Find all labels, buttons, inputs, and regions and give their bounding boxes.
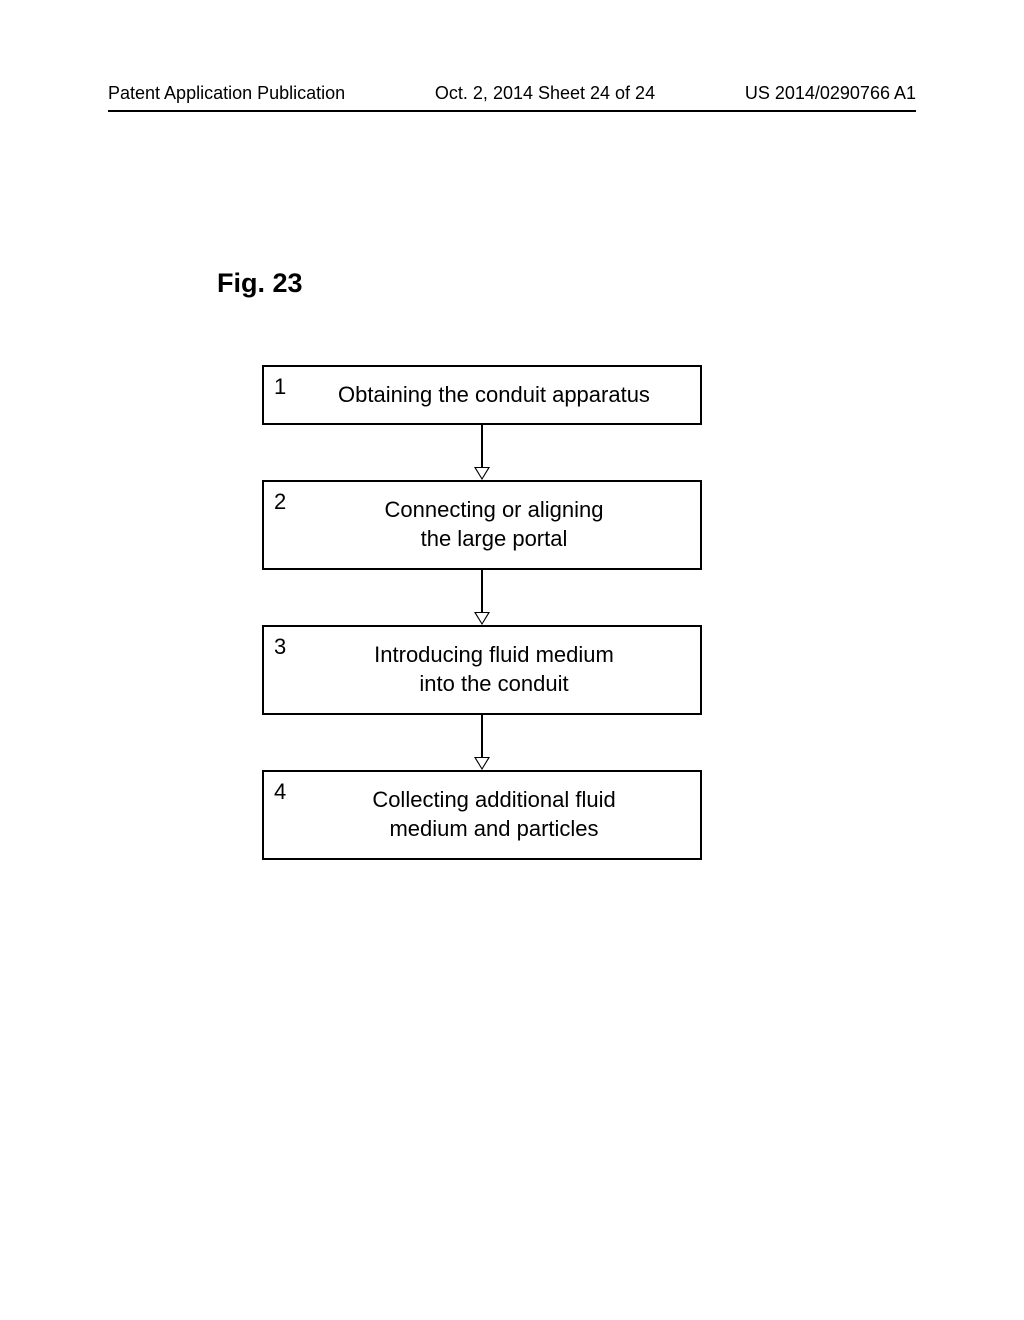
- header-date-sheet: Oct. 2, 2014 Sheet 24 of 24: [435, 83, 655, 104]
- arrow-line: [481, 425, 483, 467]
- header-publication-number: US 2014/0290766 A1: [745, 83, 916, 104]
- header-divider: [108, 110, 916, 112]
- arrow-line: [481, 715, 483, 757]
- flow-step-4: 4 Collecting additional fluid medium and…: [262, 770, 702, 860]
- step-text-2-line2: the large portal: [421, 525, 568, 554]
- arrow-3-4: [262, 715, 702, 770]
- step-number-1: 1: [274, 373, 286, 402]
- arrow-head: [476, 758, 488, 768]
- step-text-3-line2: into the conduit: [419, 670, 568, 699]
- step-number-4: 4: [274, 778, 286, 807]
- arrow-line: [481, 570, 483, 612]
- arrow-2-3: [262, 570, 702, 625]
- header-publication-type: Patent Application Publication: [108, 83, 345, 104]
- step-text-1: Obtaining the conduit apparatus: [338, 381, 650, 410]
- figure-label: Fig. 23: [217, 268, 303, 299]
- arrow-1-2: [262, 425, 702, 480]
- step-number-3: 3: [274, 633, 286, 662]
- arrow-head: [476, 468, 488, 478]
- flow-step-2: 2 Connecting or aligning the large porta…: [262, 480, 702, 570]
- step-text-4-line1: Collecting additional fluid: [372, 786, 615, 815]
- arrow-head: [476, 613, 488, 623]
- step-text-2-line1: Connecting or aligning: [385, 496, 604, 525]
- flow-step-3: 3 Introducing fluid medium into the cond…: [262, 625, 702, 715]
- flowchart: 1 Obtaining the conduit apparatus 2 Conn…: [262, 365, 702, 860]
- page-header: Patent Application Publication Oct. 2, 2…: [108, 83, 916, 104]
- step-text-3-line1: Introducing fluid medium: [374, 641, 614, 670]
- step-text-4-line2: medium and particles: [389, 815, 598, 844]
- flow-step-1: 1 Obtaining the conduit apparatus: [262, 365, 702, 425]
- step-number-2: 2: [274, 488, 286, 517]
